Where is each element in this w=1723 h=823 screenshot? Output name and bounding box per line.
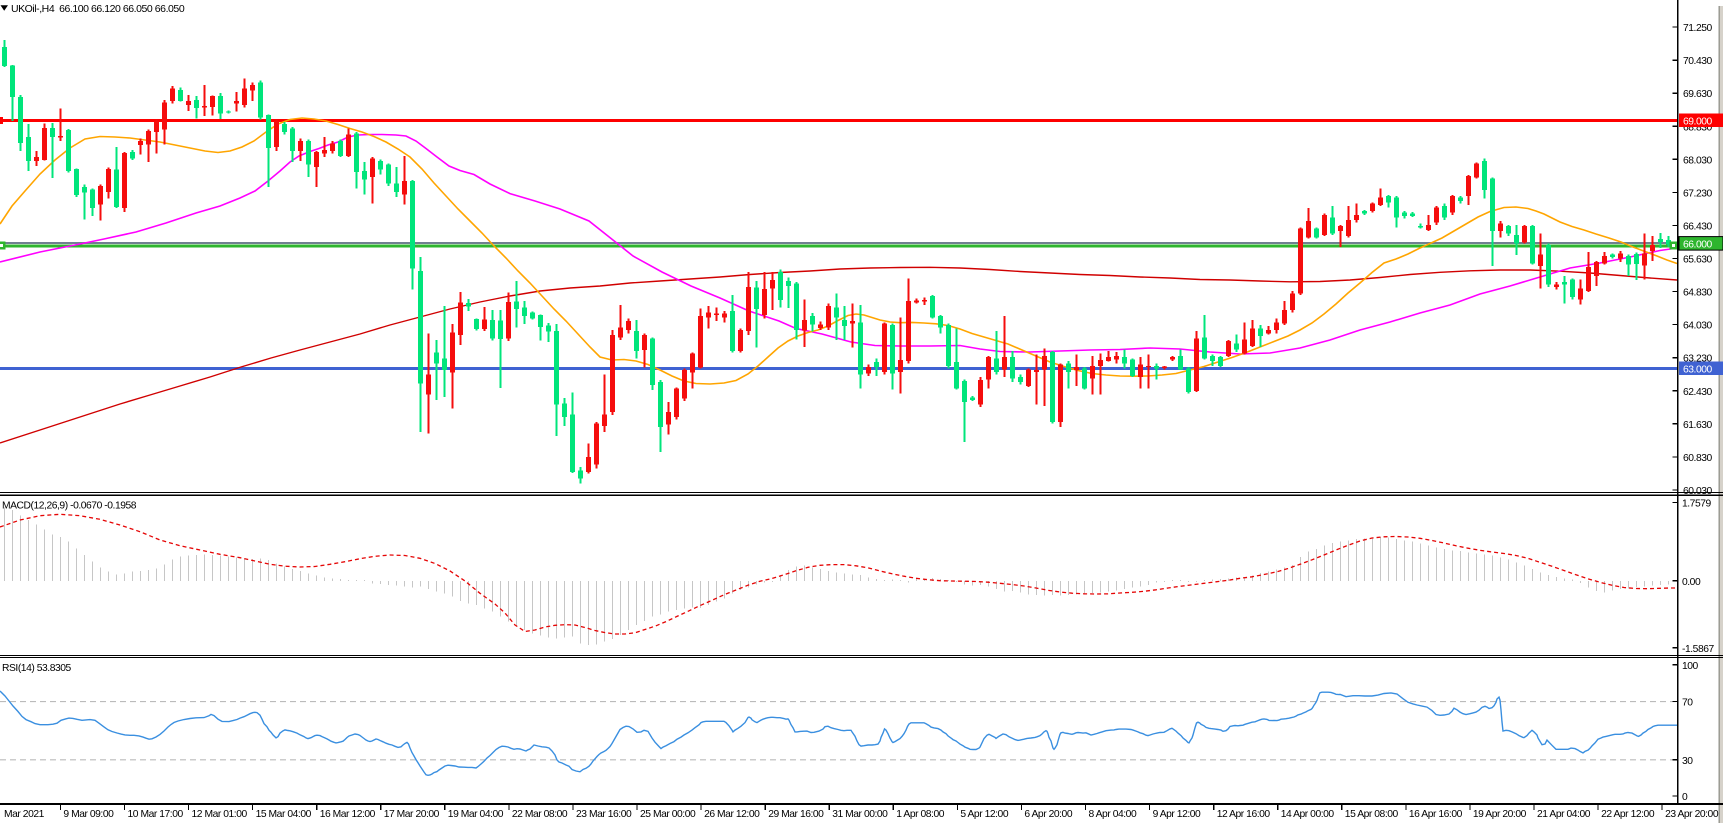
svg-text:29 Mar 16:00: 29 Mar 16:00 (768, 809, 824, 820)
svg-text:68.030: 68.030 (1683, 155, 1713, 166)
svg-text:MACD(12,26,9) -0.0670 -0.1958: MACD(12,26,9) -0.0670 -0.1958 (2, 501, 137, 512)
svg-text:69.630: 69.630 (1683, 89, 1713, 100)
svg-text:9 Apr 12:00: 9 Apr 12:00 (1153, 809, 1201, 820)
svg-text:25 Mar 00:00: 25 Mar 00:00 (640, 809, 696, 820)
svg-text:10 Mar 17:00: 10 Mar 17:00 (128, 809, 184, 820)
svg-text:16 Apr 16:00: 16 Apr 16:00 (1409, 809, 1463, 820)
svg-text:22 Apr 12:00: 22 Apr 12:00 (1601, 809, 1655, 820)
svg-text:0.00: 0.00 (1682, 577, 1701, 588)
svg-text:17 Mar 20:00: 17 Mar 20:00 (384, 809, 440, 820)
svg-text:70.430: 70.430 (1683, 56, 1713, 67)
svg-text:UKOil-,H4 66.100 66.120 66.05: UKOil-,H4 66.100 66.120 66.050 66.050 (11, 3, 185, 15)
svg-text:0: 0 (1682, 792, 1688, 803)
svg-text:30: 30 (1682, 756, 1693, 767)
svg-text:-1.5867: -1.5867 (1682, 644, 1714, 655)
svg-text:66.000: 66.000 (1683, 240, 1713, 251)
svg-text:64.830: 64.830 (1683, 288, 1713, 299)
svg-text:19 Apr 20:00: 19 Apr 20:00 (1473, 809, 1527, 820)
svg-text:19 Mar 04:00: 19 Mar 04:00 (448, 809, 504, 820)
svg-text:12 Apr 16:00: 12 Apr 16:00 (1217, 809, 1271, 820)
svg-text:63.000: 63.000 (1683, 365, 1713, 376)
svg-text:71.250: 71.250 (1683, 23, 1713, 34)
svg-text:21 Apr 04:00: 21 Apr 04:00 (1537, 809, 1591, 820)
svg-text:60.030: 60.030 (1683, 486, 1713, 497)
svg-text:23 Mar 16:00: 23 Mar 16:00 (576, 809, 632, 820)
svg-text:5 Apr 12:00: 5 Apr 12:00 (960, 809, 1008, 820)
svg-text:62.430: 62.430 (1683, 387, 1713, 398)
svg-text:66.430: 66.430 (1683, 222, 1713, 233)
svg-text:22 Mar 08:00: 22 Mar 08:00 (512, 809, 568, 820)
svg-text:16 Mar 12:00: 16 Mar 12:00 (320, 809, 376, 820)
svg-text:Mar 2021: Mar 2021 (4, 809, 45, 820)
svg-text:100: 100 (1682, 661, 1699, 672)
svg-text:8 Apr 04:00: 8 Apr 04:00 (1089, 809, 1137, 820)
svg-text:15 Mar 04:00: 15 Mar 04:00 (256, 809, 312, 820)
svg-text:14 Apr 00:00: 14 Apr 00:00 (1281, 809, 1335, 820)
svg-text:1 Apr 08:00: 1 Apr 08:00 (896, 809, 944, 820)
svg-text:70: 70 (1682, 698, 1693, 709)
svg-text:69.000: 69.000 (1683, 117, 1713, 128)
svg-text:63.230: 63.230 (1683, 354, 1713, 365)
svg-text:61.630: 61.630 (1683, 420, 1713, 431)
svg-text:23 Apr 20:00: 23 Apr 20:00 (1665, 809, 1719, 820)
svg-text:67.230: 67.230 (1683, 188, 1713, 199)
svg-text:6 Apr 20:00: 6 Apr 20:00 (1024, 809, 1072, 820)
svg-text:RSI(14) 53.8305: RSI(14) 53.8305 (2, 663, 72, 674)
svg-text:1.7579: 1.7579 (1682, 498, 1712, 509)
svg-text:12 Mar 01:00: 12 Mar 01:00 (192, 809, 248, 820)
svg-text:26 Mar 12:00: 26 Mar 12:00 (704, 809, 760, 820)
svg-text:68.830: 68.830 (1683, 122, 1713, 133)
svg-text:60.830: 60.830 (1683, 453, 1713, 464)
svg-text:65.630: 65.630 (1683, 255, 1713, 266)
svg-text:31 Mar 00:00: 31 Mar 00:00 (832, 809, 888, 820)
svg-text:64.030: 64.030 (1683, 321, 1713, 332)
svg-text:15 Apr 08:00: 15 Apr 08:00 (1345, 809, 1399, 820)
svg-text:9 Mar 09:00: 9 Mar 09:00 (63, 809, 114, 820)
